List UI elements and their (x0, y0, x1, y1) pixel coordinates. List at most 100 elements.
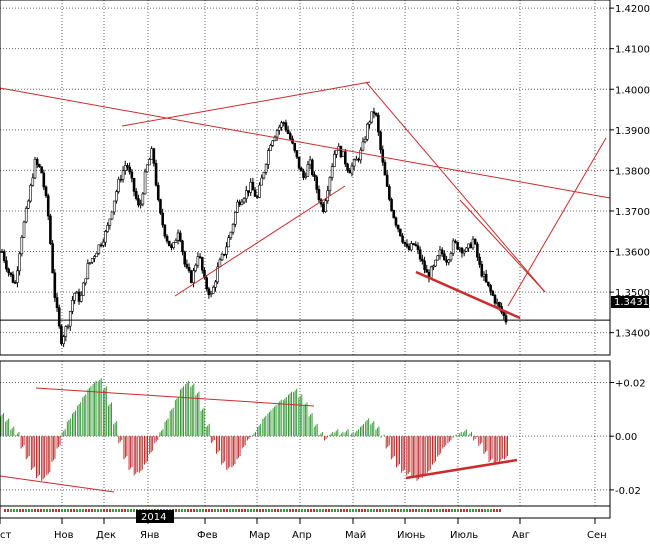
candle-body (273, 136, 277, 142)
candle-body (93, 256, 96, 259)
candle-body (75, 291, 79, 294)
candle-body (236, 201, 239, 213)
candle-body (66, 325, 70, 328)
candle-body (269, 145, 272, 151)
oscillator-tick-label: +0.02 (615, 378, 646, 389)
trendline[interactable] (174, 185, 346, 297)
candle-body (282, 122, 286, 124)
candle-body (22, 221, 26, 238)
candle-body (429, 266, 433, 278)
candle-body (258, 184, 261, 198)
candle-body (328, 177, 332, 191)
candle-body (326, 190, 330, 202)
trendline[interactable] (507, 137, 607, 307)
month-label: Мар (249, 530, 270, 541)
candle-body (412, 243, 415, 245)
candle-body (170, 245, 173, 248)
oscillator-trendline[interactable] (35, 387, 315, 407)
candle-body (390, 199, 393, 211)
candle-body (44, 186, 48, 197)
candle-body (40, 166, 43, 174)
candle-body (484, 273, 488, 283)
price-panel[interactable]: 1.3400 1.3500 1.3600 1.3700 1.3800 1.3900 1.40… (0, 0, 650, 356)
trendline[interactable] (121, 81, 371, 127)
candle-body (150, 148, 153, 160)
candle-body (185, 263, 189, 268)
price-tick-label: 1.3600 (615, 248, 650, 259)
candle-body (460, 247, 464, 254)
candle-body (130, 171, 134, 179)
candle-body (55, 297, 59, 309)
candle-body (374, 113, 378, 116)
candle-body (141, 193, 145, 205)
candle-body (454, 240, 457, 243)
candle-body (251, 181, 255, 191)
month-label: Июнь (397, 530, 425, 541)
candle-body (440, 249, 444, 255)
candle-body (60, 325, 63, 345)
candle-body (300, 167, 303, 172)
candle-body (469, 243, 473, 249)
trendline[interactable] (0, 87, 610, 199)
price-tick-label: 1.4000 (615, 85, 650, 96)
oscillator-panel[interactable]: +0.02 0.00 -0.02 (0, 360, 646, 507)
candle-body (357, 158, 360, 161)
price-tick-label: 1.4200 (615, 4, 650, 15)
candle-body (123, 165, 127, 171)
candle-body (491, 290, 495, 296)
candle-body (220, 253, 224, 261)
candle-body (13, 282, 17, 284)
candle-body (176, 232, 180, 241)
candle-body (284, 122, 288, 131)
candle-body (308, 159, 312, 166)
candle-body (79, 295, 83, 302)
candle-body (423, 260, 426, 270)
oscillator-trendline[interactable] (0, 475, 115, 493)
candle-body (0, 251, 4, 253)
candle-body (465, 247, 468, 252)
price-axis: 1.3400 1.3500 1.3600 1.3700 1.3800 1.3900 1.40… (610, 4, 650, 340)
month-label: ст (0, 530, 11, 541)
candle-body (504, 315, 508, 323)
candle-body (458, 247, 462, 250)
candle-body (401, 235, 404, 243)
trendline[interactable] (415, 270, 521, 320)
candle-body (339, 146, 343, 158)
candle-body (361, 141, 365, 151)
candle-body (260, 177, 264, 186)
candle-body (405, 243, 409, 247)
candle-body (18, 253, 21, 272)
candle-body (262, 172, 266, 179)
candle-body (62, 336, 65, 345)
current-price-text: 1.3431 (614, 297, 649, 308)
candle-body (218, 259, 222, 268)
candle-body (53, 272, 57, 298)
candle-body (211, 286, 215, 294)
candle-body (2, 251, 6, 261)
candle-body (31, 177, 35, 186)
time-axis: ст Нов Дек Янв Фев Мар Апр Май Июнь Июль Авг Сен (0, 518, 607, 541)
candle-body (304, 176, 308, 178)
candle-body (154, 163, 158, 186)
candle-body (333, 154, 336, 167)
trendline[interactable] (365, 81, 546, 293)
trendlines-layer[interactable] (0, 81, 610, 320)
candle-body (216, 266, 219, 283)
candle-body (436, 255, 440, 261)
oscillator-trendline[interactable] (405, 458, 518, 480)
candle-body (302, 170, 305, 178)
trendline[interactable] (459, 199, 546, 293)
candle-body (414, 244, 418, 246)
candle-body (295, 150, 299, 158)
candle-body (187, 266, 191, 272)
candle-body (476, 243, 479, 258)
bottom-strip (0, 505, 611, 519)
oscillator-trendlines[interactable] (0, 387, 518, 493)
candle-body (244, 190, 248, 199)
candle-body (493, 295, 497, 304)
candle-body (88, 262, 92, 264)
candle-body (225, 246, 228, 255)
candle-body (278, 126, 281, 131)
candle-body (178, 232, 182, 242)
